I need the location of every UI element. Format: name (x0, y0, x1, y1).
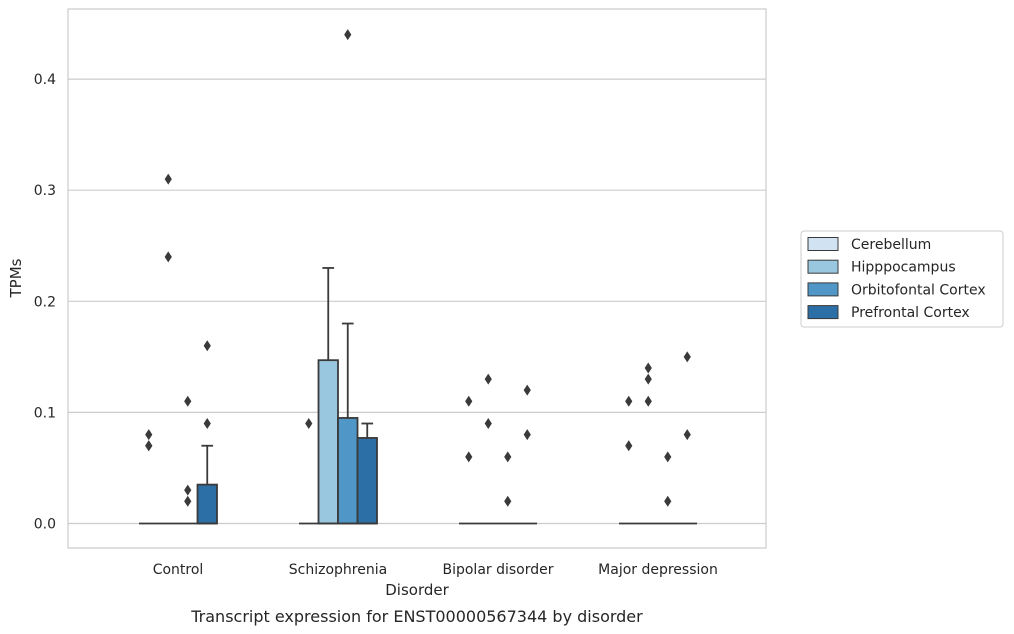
legend-swatch (807, 237, 839, 251)
legend-swatch (807, 282, 839, 297)
outlier-point (683, 351, 691, 363)
legend-frame (800, 230, 1004, 328)
outlier-point (644, 395, 652, 407)
outlier-point (145, 429, 153, 441)
box (317, 359, 339, 525)
series-hipppocampus (158, 173, 658, 525)
outlier-point (145, 440, 153, 452)
outlier-point (683, 429, 691, 441)
outlier-point (625, 395, 633, 407)
legend-label: Orbitofontal Cortex (851, 282, 986, 298)
legend-label: Cerebellum (851, 237, 931, 253)
x-tick-label: Bipolar disorder (442, 562, 553, 578)
box (337, 417, 359, 525)
outlier-point (465, 451, 473, 463)
outlier-point (664, 451, 672, 463)
outlier-point (644, 373, 652, 385)
legend-item: Hipppocampus (807, 259, 956, 276)
outlier-point (523, 429, 531, 441)
legend-item: Cerebellum (807, 237, 931, 253)
y-tick-label: 0.2 (34, 294, 56, 310)
outlier-point (203, 418, 211, 430)
y-tick-label: 0.0 (34, 517, 56, 533)
y-tick-label: 0.4 (34, 72, 56, 88)
outlier-point (184, 395, 192, 407)
outlier-point (644, 362, 652, 374)
outlier-point (184, 495, 192, 507)
legend-label: Hipppocampus (851, 260, 956, 276)
legend-item: Prefrontal Cortex (807, 305, 970, 321)
outlier-point (523, 384, 531, 396)
outlier-point (504, 495, 512, 507)
outlier-point (164, 251, 172, 263)
outlier-point (664, 495, 672, 507)
plot-marks (139, 29, 697, 525)
legend-label: Prefrontal Cortex (851, 305, 970, 321)
x-axis-ticks: Control Schizophrenia Bipolar disorder Majo… (153, 562, 718, 578)
x-tick-label: Schizophrenia (289, 562, 387, 578)
outlier-point (484, 373, 492, 385)
series-prefrontal-cortex (196, 340, 697, 525)
x-axis-title: Disorder (385, 581, 449, 599)
outlier-point (504, 451, 512, 463)
outlier-point (484, 418, 492, 430)
series-cerebellum (139, 395, 639, 525)
series-orbitofontal-cortex (178, 29, 678, 525)
legend: Cerebellum Hipppocampus Orbitofontal Corte… (800, 230, 1004, 328)
grid-lines (68, 78, 766, 525)
outlier-point (305, 418, 313, 430)
outlier-point (203, 340, 211, 352)
outlier-point (465, 395, 473, 407)
outlier-point (184, 484, 192, 496)
legend-swatch (807, 259, 839, 274)
box (356, 437, 378, 525)
outlier-point (164, 173, 172, 185)
x-tick-label: Control (153, 562, 204, 578)
y-axis-ticks: 0.0 0.1 0.2 0.3 0.4 (34, 72, 56, 532)
outlier-point (344, 29, 352, 41)
x-tick-label: Major depression (598, 562, 718, 578)
legend-swatch (807, 305, 839, 320)
outlier-point (625, 440, 633, 452)
box (196, 483, 218, 525)
y-tick-label: 0.3 (34, 183, 56, 199)
y-tick-label: 0.1 (34, 405, 56, 421)
y-axis-title: TPMs (7, 258, 25, 298)
chart-caption: Transcript expression for ENST0000056734… (190, 607, 643, 626)
legend-item: Orbitofontal Cortex (807, 282, 986, 298)
plot-frame (67, 8, 767, 549)
